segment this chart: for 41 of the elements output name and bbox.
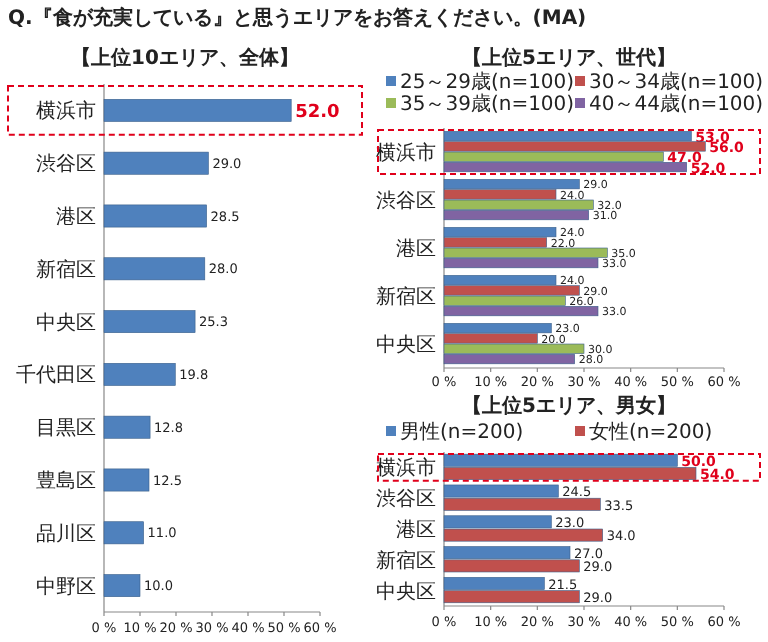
y-tick-label: 港区	[396, 237, 436, 261]
bar	[103, 151, 209, 175]
bar	[103, 521, 144, 545]
y-tick-label: 中央区	[36, 310, 96, 335]
legend-label: 25～29歳(n=100)	[400, 70, 575, 94]
legend-label: 30～34歳(n=100)	[589, 70, 764, 94]
bar	[103, 468, 150, 492]
bar	[103, 310, 196, 333]
y-tick-label: 品川区	[36, 521, 96, 546]
y-tick-label: 新宿区	[36, 257, 96, 282]
y-tick-label: 渋谷区	[376, 487, 436, 512]
y-tick-label: 豊島区	[36, 469, 96, 493]
legend-label: 女性(n=200)	[589, 420, 713, 444]
data-label: 52.0	[295, 102, 340, 123]
bar	[103, 363, 176, 386]
bar	[103, 99, 292, 122]
y-tick-label: 中央区	[376, 333, 436, 357]
text: Q.『食が充実している』と思うエリアをお答えください。(MA)	[8, 6, 587, 30]
bar	[103, 257, 206, 281]
y-tick-label: 新宿区	[376, 285, 436, 309]
legend-label: 男性(n=200)	[400, 420, 524, 444]
y-tick-label: 中野区	[36, 574, 96, 599]
y-tick-label: 中央区	[376, 579, 436, 604]
y-tick-label: 横浜市	[36, 99, 96, 124]
y-tick-label: 新宿区	[376, 548, 436, 573]
y-tick-label: 渋谷区	[36, 152, 96, 177]
chart-title: 【上位10エリア、全体】	[71, 46, 299, 70]
chart-title: 【上位5エリア、男女】	[462, 394, 676, 418]
y-tick-label: 渋谷区	[376, 189, 436, 213]
bar	[103, 574, 141, 597]
bar	[103, 415, 151, 439]
y-tick-label: 港区	[396, 518, 436, 542]
legend-label: 40～44歳(n=100)	[589, 92, 764, 116]
y-tick-label: 港区	[56, 205, 96, 229]
bar	[103, 204, 207, 228]
legend-label: 35～39歳(n=100)	[400, 92, 575, 116]
y-tick-label: 横浜市	[376, 456, 436, 481]
y-tick-label: 横浜市	[376, 141, 436, 165]
chart-title: 【上位5エリア、世代】	[462, 46, 676, 70]
y-tick-label: 千代田区	[16, 363, 96, 388]
y-tick-label: 目黒区	[36, 418, 96, 441]
